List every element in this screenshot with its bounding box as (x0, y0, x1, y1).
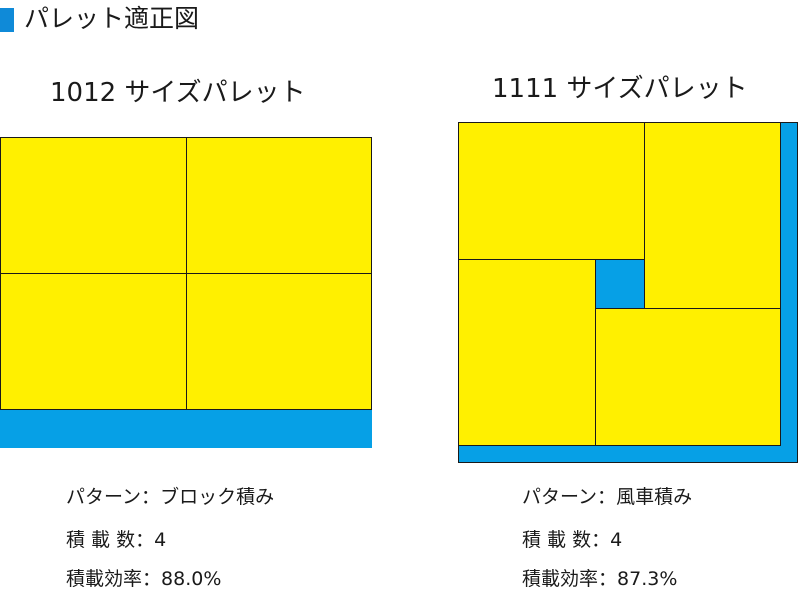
pallet-1111-diagram (458, 122, 798, 463)
pattern-value: ブロック積み (160, 486, 275, 508)
pallet-1111-pattern-row: パターン：風車積み (522, 484, 692, 510)
header-accent-bar (0, 8, 14, 32)
pallet-1111-count-row: 積 載 数：4 (522, 527, 622, 553)
box-1111-3 (458, 259, 596, 446)
efficiency-label: 積載効率： (522, 568, 618, 590)
count-label: 積 載 数： (66, 529, 155, 551)
count-value: 4 (154, 529, 167, 551)
pattern-label: パターン： (522, 486, 617, 508)
pallet-1012-base (0, 409, 372, 448)
efficiency-value: 88.0% (161, 568, 222, 590)
pallet-1012-title: 1012 サイズパレット (50, 78, 306, 108)
efficiency-value: 87.3% (617, 568, 678, 590)
count-label: 積 載 数： (522, 529, 611, 551)
box-1111-2 (644, 122, 781, 309)
pallet-1012-diagram (0, 137, 372, 448)
pallet-1111-title: 1111 サイズパレット (492, 74, 748, 104)
pattern-value: 風車積み (616, 486, 693, 508)
box-1012-2 (186, 137, 372, 274)
box-1111-4 (595, 308, 781, 446)
box-1111-1 (458, 122, 645, 260)
pallet-1012-efficiency-row: 積載効率：88.0% (66, 566, 221, 592)
page-title: パレット適正図 (24, 4, 200, 33)
pallet-1111-efficiency-row: 積載効率：87.3% (522, 566, 677, 592)
count-value: 4 (610, 529, 623, 551)
pallet-1012-pattern-row: パターン：ブロック積み (66, 484, 274, 510)
pallet-1012-count-row: 積 載 数：4 (66, 527, 166, 553)
box-1012-1 (0, 137, 187, 274)
efficiency-label: 積載効率： (66, 568, 162, 590)
box-1012-4 (186, 273, 372, 410)
box-1012-3 (0, 273, 187, 410)
pattern-label: パターン： (66, 486, 161, 508)
